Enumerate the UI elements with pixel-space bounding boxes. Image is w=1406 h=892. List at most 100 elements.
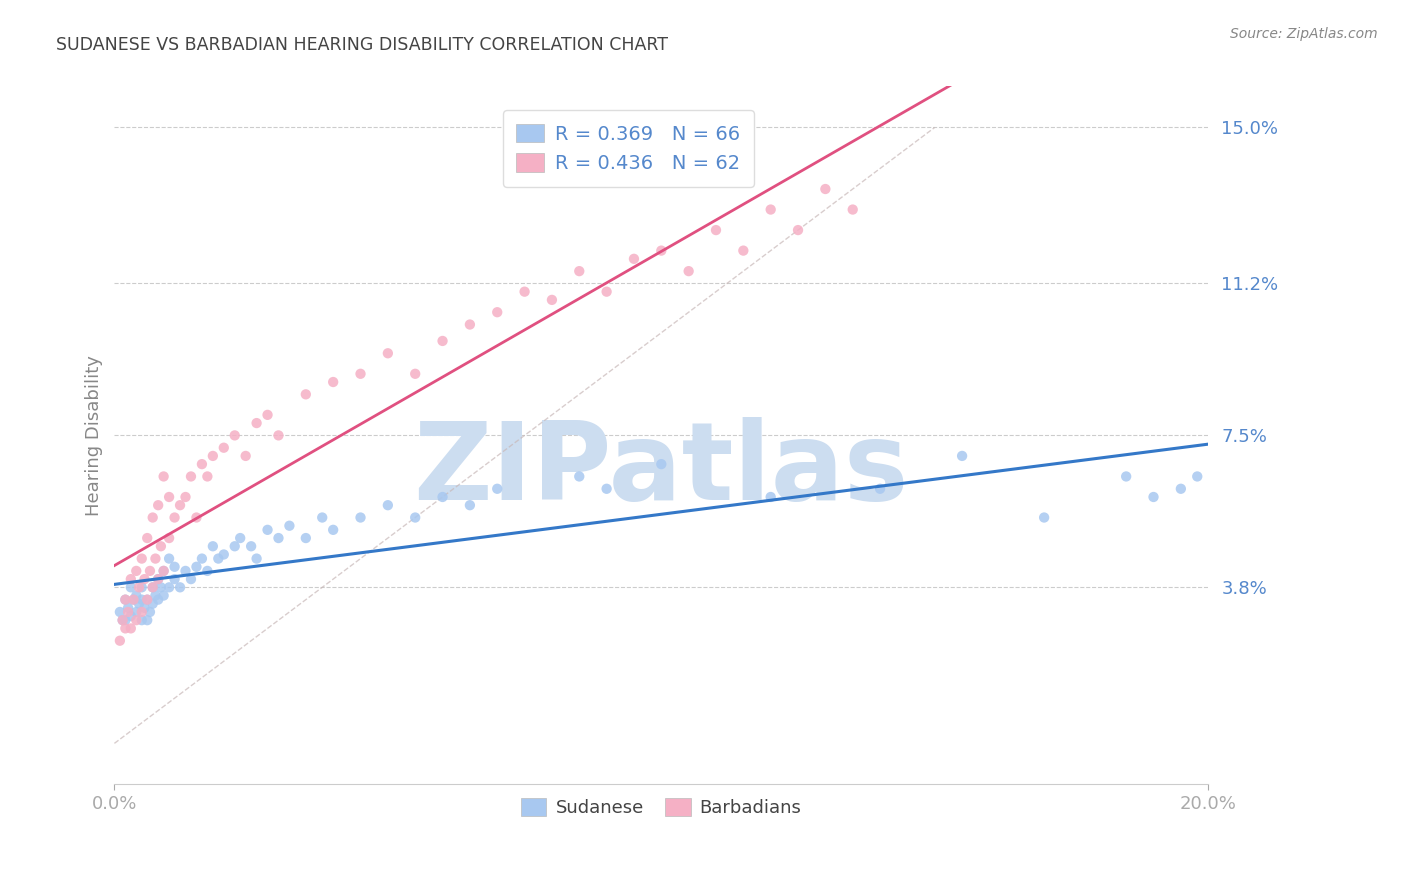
Point — [114, 613, 136, 627]
Point — [131, 580, 153, 594]
Point — [125, 613, 148, 627]
Point — [142, 580, 165, 594]
Point — [950, 449, 973, 463]
Point — [108, 605, 131, 619]
Point — [311, 510, 333, 524]
Point — [163, 510, 186, 524]
Point — [136, 531, 159, 545]
Point — [235, 449, 257, 463]
Point — [224, 428, 246, 442]
Point — [108, 633, 131, 648]
Point — [125, 564, 148, 578]
Point — [191, 457, 214, 471]
Point — [759, 202, 782, 217]
Point — [295, 387, 318, 401]
Point — [120, 572, 142, 586]
Point — [1033, 510, 1056, 524]
Point — [869, 482, 891, 496]
Point — [1115, 469, 1137, 483]
Point — [256, 408, 278, 422]
Point — [246, 551, 269, 566]
Point — [486, 305, 509, 319]
Point — [322, 375, 344, 389]
Point — [146, 572, 169, 586]
Point — [134, 572, 156, 586]
Point — [541, 293, 564, 307]
Point — [163, 559, 186, 574]
Point — [201, 449, 224, 463]
Point — [174, 490, 197, 504]
Point — [814, 182, 837, 196]
Point — [174, 564, 197, 578]
Point — [146, 592, 169, 607]
Point — [136, 592, 159, 607]
Point — [125, 605, 148, 619]
Text: Source: ZipAtlas.com: Source: ZipAtlas.com — [1230, 27, 1378, 41]
Point — [157, 580, 180, 594]
Point — [149, 539, 172, 553]
Point — [169, 580, 191, 594]
Point — [145, 551, 167, 566]
Point — [432, 490, 454, 504]
Point — [568, 264, 591, 278]
Point — [349, 510, 371, 524]
Point — [131, 605, 153, 619]
Point — [195, 469, 218, 483]
Point — [146, 498, 169, 512]
Point — [733, 244, 755, 258]
Point — [152, 564, 174, 578]
Point — [139, 605, 162, 619]
Point — [322, 523, 344, 537]
Point — [122, 592, 145, 607]
Point — [157, 551, 180, 566]
Point — [131, 613, 153, 627]
Point — [152, 469, 174, 483]
Point — [169, 498, 191, 512]
Point — [377, 498, 399, 512]
Point — [246, 416, 269, 430]
Point — [212, 441, 235, 455]
Point — [240, 539, 263, 553]
Point — [180, 572, 202, 586]
Point — [256, 523, 278, 537]
Point — [134, 600, 156, 615]
Point — [568, 469, 591, 483]
Point — [458, 498, 481, 512]
Point — [278, 518, 301, 533]
Point — [149, 580, 172, 594]
Point — [432, 334, 454, 348]
Point — [349, 367, 371, 381]
Text: ZIPatlas: ZIPatlas — [413, 417, 910, 524]
Point — [224, 539, 246, 553]
Point — [131, 551, 153, 566]
Legend: Sudanese, Barbadians: Sudanese, Barbadians — [513, 791, 808, 824]
Point — [114, 592, 136, 607]
Point — [125, 589, 148, 603]
Point — [650, 457, 672, 471]
Point — [152, 589, 174, 603]
Point — [207, 551, 229, 566]
Point — [1142, 490, 1164, 504]
Point — [139, 564, 162, 578]
Point — [152, 564, 174, 578]
Point — [117, 600, 139, 615]
Point — [117, 605, 139, 619]
Point — [212, 548, 235, 562]
Point — [120, 621, 142, 635]
Point — [142, 580, 165, 594]
Point — [145, 589, 167, 603]
Point — [191, 551, 214, 566]
Point — [404, 510, 426, 524]
Point — [623, 252, 645, 266]
Point — [163, 572, 186, 586]
Point — [180, 469, 202, 483]
Point — [142, 510, 165, 524]
Point — [136, 592, 159, 607]
Point — [111, 613, 134, 627]
Point — [122, 592, 145, 607]
Point — [267, 428, 290, 442]
Point — [841, 202, 863, 217]
Point — [195, 564, 218, 578]
Point — [404, 367, 426, 381]
Point — [595, 285, 617, 299]
